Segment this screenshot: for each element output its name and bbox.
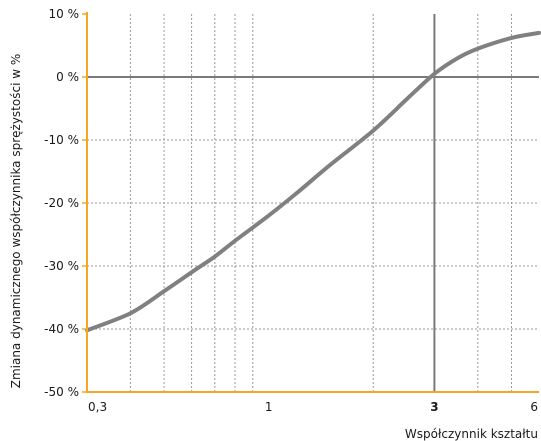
x-tick-label: 6: [530, 400, 538, 414]
y-tick-labels: 10 % 0 % -10 % -20 % -30 % -40 % -50 %: [44, 7, 87, 399]
gridlines: [87, 14, 539, 392]
reference-lines: [87, 14, 539, 392]
y-tick-label: -20 %: [44, 196, 79, 210]
y-tick-label: 10 %: [49, 7, 80, 21]
y-tick-label: 0 %: [56, 70, 79, 84]
x-axis-label: Współczynnik kształtu: [405, 427, 538, 441]
y-axis-label: Zmiana dynamicznego współczynnika spręży…: [9, 54, 23, 389]
y-tick-label: -40 %: [44, 322, 79, 336]
y-tick-label: -10 %: [44, 133, 79, 147]
series-layer: [85, 30, 541, 333]
series-line: [85, 30, 541, 333]
x-tick-label: 0,3: [88, 400, 107, 414]
x-tick-label: 1: [265, 400, 273, 414]
x-tick-label: 3: [430, 400, 438, 414]
x-tick-labels: 0,3 1 3 6: [88, 400, 538, 414]
y-tick-label: -30 %: [44, 259, 79, 273]
y-tick-label: -50 %: [44, 385, 79, 399]
